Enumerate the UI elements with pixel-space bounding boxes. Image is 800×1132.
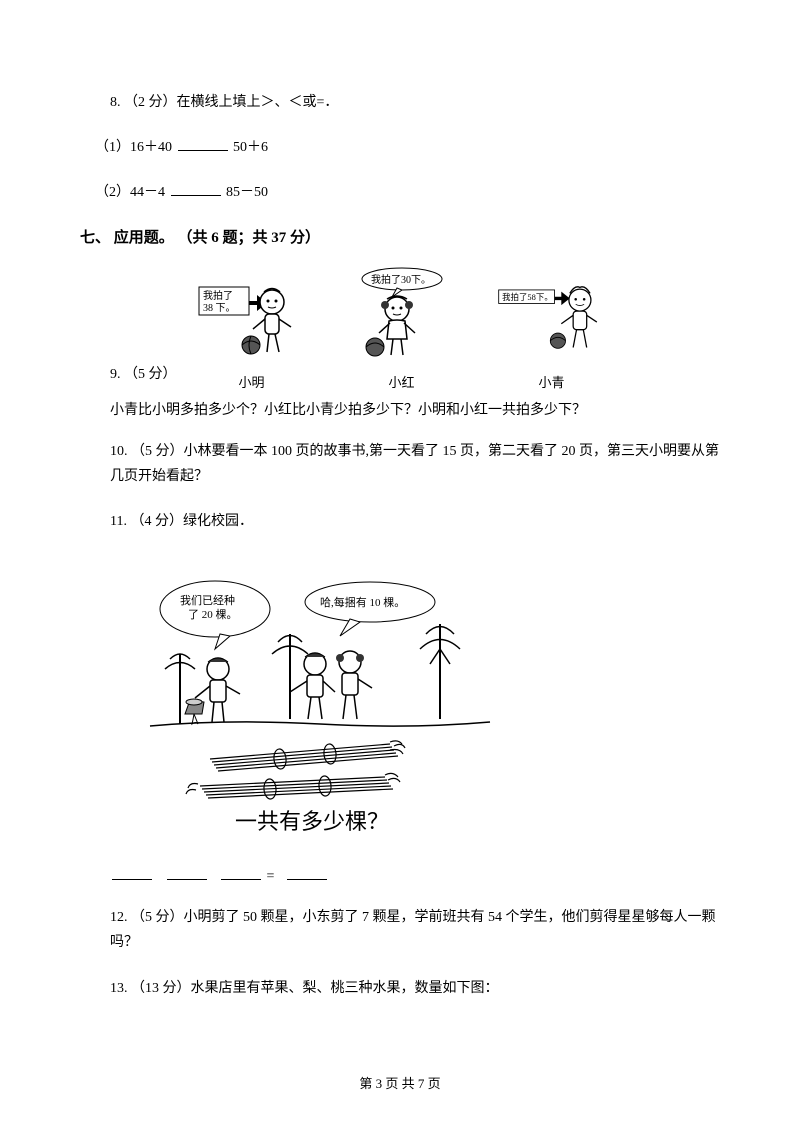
xiaoming-bubble-line1: 我拍了: [203, 289, 233, 302]
q11-equation: =: [80, 864, 720, 885]
q8-sub1-left: （1）16＋40: [95, 140, 172, 155]
q11-equals: =: [267, 869, 275, 884]
q11-illustration: 我们已经种 了 20 棵。 哈,每捆有 10 棵。: [140, 564, 500, 844]
q11-caption: 一共有多少棵？: [235, 809, 389, 834]
xiaoming-name: 小明: [238, 372, 264, 391]
q11-blank-2[interactable]: [167, 864, 207, 880]
q8-sub1-right: 50＋6: [233, 140, 268, 155]
q8-sub2-right: 85－50: [226, 185, 268, 200]
question-11-prefix: 11. （4 分）绿化校园．: [80, 509, 720, 534]
xiaoqing-name: 小青: [538, 372, 564, 391]
q8-prompt: 8. （2 分）在横线上填上＞、＜或=．: [110, 90, 720, 115]
q8-sub2-blank[interactable]: [171, 180, 221, 196]
page-footer: 第 3 页 共 7 页: [0, 1073, 800, 1092]
q8-sub2: （2）44－4 85－50: [80, 180, 720, 205]
section-7-title: 七、 应用题。 （共 6 题；共 37 分）: [80, 226, 720, 247]
xiaohong-bubble: 我拍了30下。: [371, 273, 431, 286]
child-xiaoqing: 我拍了58下。 小青: [497, 267, 607, 391]
q8-sub1: （1）16＋40 50＋6: [80, 135, 720, 160]
question-12: 12. （5 分）小明剪了 50 颗星，小东剪了 7 颗星，学前班共有 54 个…: [80, 905, 720, 955]
q9-question-text: 小青比小明多拍多少个？小红比小青少拍多少下？小明和小红一共拍多少下？: [80, 399, 720, 419]
question-9-figure: 9. （5 分） 我拍了 38 下。 小明: [80, 267, 720, 391]
q11-blank-4[interactable]: [287, 864, 327, 880]
xiaohong-name: 小红: [388, 372, 414, 391]
child-xiaoming: 我拍了 38 下。 小明: [197, 267, 307, 391]
question-8: 8. （2 分）在横线上填上＞、＜或=．: [80, 90, 720, 115]
xiaoqing-bubble: 我拍了58下。: [502, 292, 553, 302]
children-row: 我拍了 38 下。 小明 我拍了30下: [197, 267, 607, 391]
q9-prefix: 9. （5 分）: [80, 363, 177, 391]
svg-text:我们已经种: 我们已经种: [180, 593, 235, 607]
child-xiaoqing-svg: 我拍了58下。: [497, 267, 607, 367]
q11-blank-3[interactable]: [221, 864, 261, 880]
svg-text:哈,每捆有 10 棵。: 哈,每捆有 10 棵。: [320, 595, 405, 609]
question-10: 10. （5 分）小林要看一本 100 页的故事书,第一天看了 15 页，第二天…: [80, 439, 720, 489]
xiaoming-bubble-line2: 38 下。: [203, 303, 236, 314]
q8-sub2-left: （2）44－4: [95, 185, 165, 200]
child-xiaohong-svg: 我拍了30下。: [347, 267, 457, 367]
q11-blank-1[interactable]: [112, 864, 152, 880]
svg-text:了 20 棵。: 了 20 棵。: [188, 607, 238, 621]
child-xiaoming-svg: 我拍了 38 下。: [197, 267, 307, 367]
q8-sub1-blank[interactable]: [178, 135, 228, 151]
child-xiaohong: 我拍了30下。 小红: [347, 267, 457, 391]
question-13: 13. （13 分）水果店里有苹果、梨、桃三种水果，数量如下图：: [80, 976, 720, 1001]
